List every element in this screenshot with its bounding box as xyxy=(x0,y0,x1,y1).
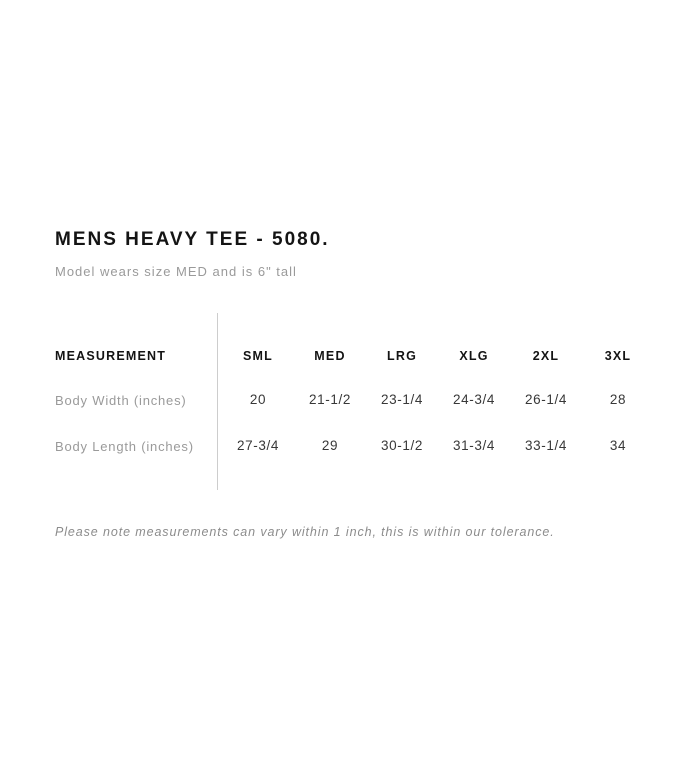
body-width-med: 21-1/2 xyxy=(309,392,351,408)
body-width-sml: 20 xyxy=(249,392,267,408)
size-header-med: MED xyxy=(314,348,346,363)
row-label-body-length: Body Length (inches) xyxy=(55,438,194,454)
row-label-body-width: Body Width (inches) xyxy=(55,392,187,408)
body-length-lrg: 30-1/2 xyxy=(381,438,423,454)
body-width-xlg: 24-3/4 xyxy=(453,392,495,408)
table-header-row: MEASUREMENT SML MED LRG XLG 2XL 3XL xyxy=(55,340,655,372)
measurement-column-header: MEASUREMENT xyxy=(55,348,167,363)
body-length-sml: 27-3/4 xyxy=(237,438,279,454)
size-table: MEASUREMENT SML MED LRG XLG 2XL 3XL Body… xyxy=(55,340,655,462)
size-header-lrg: LRG xyxy=(387,348,417,363)
size-header-2xl: 2XL xyxy=(532,348,560,363)
table-row-body-length: Body Length (inches) 27-3/4 29 30-1/2 31… xyxy=(55,430,655,462)
tolerance-note: Please note measurements can vary within… xyxy=(55,525,555,539)
body-length-2xl: 33-1/4 xyxy=(525,438,567,454)
body-width-lrg: 23-1/4 xyxy=(381,392,423,408)
body-width-3xl: 28 xyxy=(609,392,627,408)
model-size-note: Model wears size MED and is 6" tall xyxy=(55,264,297,279)
body-length-3xl: 34 xyxy=(609,438,627,454)
page-title: MENS HEAVY TEE - 5080. xyxy=(55,229,330,250)
column-divider xyxy=(217,313,218,490)
body-length-xlg: 31-3/4 xyxy=(453,438,495,454)
body-length-med: 29 xyxy=(321,438,339,454)
size-header-sml: SML xyxy=(243,348,273,363)
body-width-2xl: 26-1/4 xyxy=(525,392,567,408)
table-row-body-width: Body Width (inches) 20 21-1/2 23-1/4 24-… xyxy=(55,384,655,416)
size-header-3xl: 3XL xyxy=(604,348,632,363)
size-header-xlg: XLG xyxy=(459,348,489,363)
